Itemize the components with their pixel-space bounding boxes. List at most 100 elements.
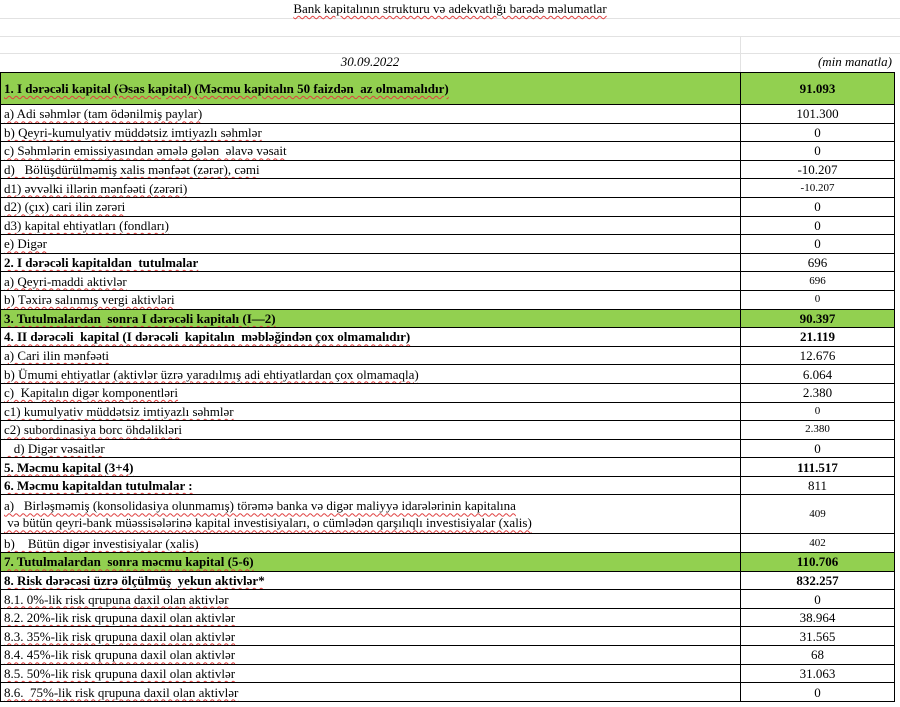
- row-value[interactable]: 6.064: [740, 364, 895, 384]
- row-value[interactable]: 0: [740, 589, 895, 609]
- table-row: c) Kapitalın digər komponentləri 2.380: [0, 382, 895, 403]
- row-label[interactable]: d3) kapital ehtiyatları (fondları): [0, 215, 741, 236]
- row-label[interactable]: c2) subordinasiya borc öhdəlikləri: [0, 420, 741, 440]
- row-value[interactable]: 0: [740, 141, 895, 161]
- row-value[interactable]: 0: [740, 401, 895, 422]
- table-row: 8.4. 45%-lik risk qrupuna daxil olan akt…: [0, 645, 895, 665]
- table-row: 8.2. 20%-lik risk qrupuna daxil olan akt…: [0, 607, 895, 628]
- row-label-text: e) Digər: [4, 236, 47, 252]
- row-label[interactable]: 8.5. 50%-lik risk qrupuna daxil olan akt…: [0, 663, 741, 684]
- row-value[interactable]: 409: [740, 494, 895, 535]
- table-row: c1) kumulyativ müddətsiz imtiyazlı səhml…: [0, 401, 895, 422]
- row-label[interactable]: e) Digər: [0, 234, 741, 254]
- document-title-text: Bank kapitalının strukturu və adekvatlığ…: [293, 1, 607, 16]
- row-value[interactable]: 101.300: [740, 104, 895, 124]
- row-label[interactable]: b) Ümumi ehtiyatlar (aktivlər üzrə yarad…: [0, 364, 741, 384]
- sheet-gridline: [0, 53, 900, 54]
- row-label[interactable]: 8.3. 35%-lik risk qrupuna daxil olan akt…: [0, 626, 741, 647]
- row-label[interactable]: b) Qeyri-kumulyativ müddətsiz imtiyazlı …: [0, 122, 741, 143]
- row-label-text: b) Təxirə salınmış vergi aktivləri: [4, 292, 175, 308]
- table-row: d2) (çıx) cari ilin zərəri 0: [0, 196, 895, 217]
- row-value[interactable]: 0: [740, 289, 895, 310]
- row-label[interactable]: d2) (çıx) cari ilin zərəri: [0, 196, 741, 217]
- row-label-text: 3. Tutulmalardan sonra I dərəcəli kapita…: [4, 310, 276, 326]
- row-value[interactable]: 21.119: [740, 327, 895, 347]
- row-label-text: 8.4. 45%-lik risk qrupuna daxil olan akt…: [4, 647, 236, 663]
- table-row: b) Ümumi ehtiyatlar (aktivlər üzrə yarad…: [0, 364, 895, 384]
- row-label[interactable]: a) Adi səhmlər (tam ödənilmiş paylar): [0, 104, 741, 124]
- table-row: a) Cari ilin mənfəəti 12.676: [0, 345, 895, 366]
- table-row: a) Qeyri-maddi aktivlər 696: [0, 271, 895, 291]
- document-title: Bank kapitalının strukturu və adekvatlığ…: [0, 0, 900, 18]
- row-value[interactable]: 0: [740, 682, 895, 702]
- table-row: 7. Tutulmalardan sonra məcmu kapital (5-…: [0, 552, 895, 572]
- row-label[interactable]: a) Cari ilin mənfəəti: [0, 345, 741, 366]
- row-label[interactable]: 8. Risk dərəcəsi üzrə ölçülmüş yekun akt…: [0, 570, 741, 591]
- row-value[interactable]: 0: [740, 215, 895, 236]
- row-label[interactable]: 8.4. 45%-lik risk qrupuna daxil olan akt…: [0, 645, 741, 665]
- row-label[interactable]: d) Digər vəsaitlər: [0, 438, 741, 459]
- row-label[interactable]: 8.6. 75%-lik risk qrupuna daxil olan akt…: [0, 682, 741, 702]
- row-value[interactable]: 111.517: [740, 457, 895, 477]
- row-label[interactable]: c) Səhmlərin emissiyasından əmələ gələn …: [0, 141, 741, 161]
- row-value[interactable]: 0: [740, 234, 895, 254]
- row-label-text: d) Digər vəsaitlər: [4, 440, 105, 456]
- row-label[interactable]: b) Bütün digər investisiyalar (xalis): [0, 533, 741, 554]
- row-label[interactable]: d1) əvvəlki illərin mənfəəti (zərəri): [0, 178, 741, 198]
- row-label[interactable]: b) Təxirə salınmış vergi aktivləri: [0, 289, 741, 310]
- row-value[interactable]: 402: [740, 533, 895, 554]
- row-value[interactable]: 0: [740, 438, 895, 459]
- row-label[interactable]: 7. Tutulmalardan sonra məcmu kapital (5-…: [0, 552, 741, 572]
- row-value[interactable]: 90.397: [740, 308, 895, 329]
- row-label-text: 8.1. 0%-lik risk qrupuna daxil olan akti…: [4, 591, 229, 607]
- table-row: b) Qeyri-kumulyativ müddətsiz imtiyazlı …: [0, 122, 895, 143]
- row-label-text: a) Cari ilin mənfəəti: [4, 348, 110, 364]
- table-row: a) Birləşməmiş (konsolidasiya olunmamış)…: [0, 494, 895, 535]
- row-value[interactable]: 696: [740, 271, 895, 291]
- row-label-text: c2) subordinasiya borc öhdəlikləri: [4, 422, 182, 438]
- row-value[interactable]: 110.706: [740, 552, 895, 572]
- row-label[interactable]: a) Birləşməmiş (konsolidasiya olunmamış)…: [0, 494, 741, 535]
- row-value[interactable]: 811: [740, 475, 895, 496]
- table-row: c2) subordinasiya borc öhdəlikləri 2.380: [0, 420, 895, 440]
- row-value[interactable]: 68: [740, 645, 895, 665]
- row-label[interactable]: 8.2. 20%-lik risk qrupuna daxil olan akt…: [0, 607, 741, 628]
- report-date: 30.09.2022: [340, 54, 400, 69]
- row-label[interactable]: c1) kumulyativ müddətsiz imtiyazlı səhml…: [0, 401, 741, 422]
- row-label[interactable]: 8.1. 0%-lik risk qrupuna daxil olan akti…: [0, 589, 741, 609]
- row-value[interactable]: 91.093: [740, 72, 895, 105]
- table-row: 8.3. 35%-lik risk qrupuna daxil olan akt…: [0, 626, 895, 647]
- row-label[interactable]: 1. I dərəcəli kapital (Əsas kapital) (Mə…: [0, 72, 741, 105]
- row-value[interactable]: 696: [740, 252, 895, 273]
- row-value[interactable]: 31.565: [740, 626, 895, 647]
- row-label[interactable]: 6. Məcmu kapitaldan tutulmalar :: [0, 475, 741, 496]
- table-row: 8.6. 75%-lik risk qrupuna daxil olan akt…: [0, 682, 895, 702]
- row-value[interactable]: -10.207: [740, 159, 895, 180]
- row-label[interactable]: 2. I dərəcəli kapitaldan tutulmalar: [0, 252, 741, 273]
- unit-label: (min manatla): [817, 54, 892, 69]
- row-label[interactable]: 4. II dərəcəli kapital (I dərəcəli kapit…: [0, 327, 741, 347]
- table-row: 3. Tutulmalardan sonra I dərəcəli kapita…: [0, 308, 895, 329]
- row-label-text: 4. II dərəcəli kapital (I dərəcəli kapit…: [4, 329, 411, 345]
- row-value[interactable]: 12.676: [740, 345, 895, 366]
- row-label[interactable]: d) Bölüşdürülməmiş xalis mənfəət (zərər)…: [0, 159, 741, 180]
- table-row: d3) kapital ehtiyatları (fondları) 0: [0, 215, 895, 236]
- row-label[interactable]: a) Qeyri-maddi aktivlər: [0, 271, 741, 291]
- row-label[interactable]: 5. Məcmu kapital (3+4): [0, 457, 741, 477]
- row-label[interactable]: c) Kapitalın digər komponentləri: [0, 382, 741, 403]
- row-label-text: 8.5. 50%-lik risk qrupuna daxil olan akt…: [4, 665, 236, 681]
- row-label-text: c) Səhmlərin emissiyasından əmələ gələn …: [4, 143, 287, 159]
- row-label-text: 5. Məcmu kapital (3+4): [4, 459, 134, 475]
- row-label[interactable]: 3. Tutulmalardan sonra I dərəcəli kapita…: [0, 308, 741, 329]
- row-value[interactable]: 0: [740, 122, 895, 143]
- row-value[interactable]: 2.380: [740, 382, 895, 403]
- row-value[interactable]: 832.257: [740, 570, 895, 591]
- row-label-text: 6. Məcmu kapitaldan tutulmalar :: [4, 478, 193, 494]
- capital-table: 1. I dərəcəli kapital (Əsas kapital) (Mə…: [0, 72, 895, 702]
- row-value[interactable]: 31.063: [740, 663, 895, 684]
- row-label-text: b) Ümumi ehtiyatlar (aktivlər üzrə yarad…: [4, 366, 419, 382]
- row-value[interactable]: -10.207: [740, 178, 895, 198]
- row-value[interactable]: 0: [740, 196, 895, 217]
- row-value[interactable]: 2.380: [740, 420, 895, 440]
- row-value[interactable]: 38.964: [740, 607, 895, 628]
